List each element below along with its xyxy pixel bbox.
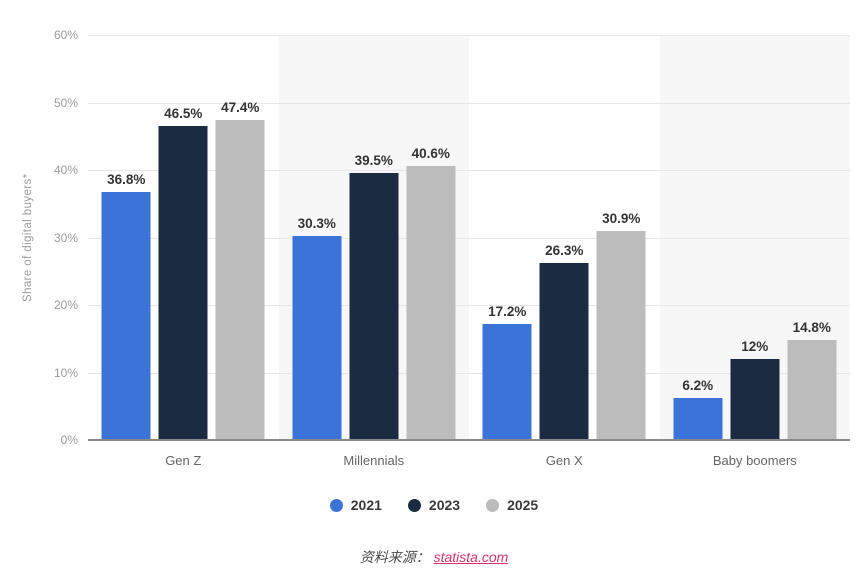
legend-label: 2023 <box>428 497 461 513</box>
bar-2021-gen-x: 17.2% <box>482 304 532 440</box>
legend-dot-icon <box>486 498 500 512</box>
legend-item-2023: 2023 <box>407 497 461 513</box>
y-axis-tick-label: 50% <box>53 95 78 110</box>
bar-2021-gen-z: 36.8% <box>101 172 151 440</box>
x-axis-label: Baby boomers <box>712 453 797 468</box>
bar-2021-baby-boomers: 6.2% <box>673 378 723 440</box>
y-axis: 0% 10% 20% 30% 40% 50% 60% <box>0 28 78 447</box>
bar-group: 30.3% 39.5% 40.6% <box>292 146 456 440</box>
bar-value-label: 14.8% <box>792 320 831 336</box>
bar-2023-gen-x: 26.3% <box>539 243 589 440</box>
bar-value-label: 36.8% <box>107 171 146 187</box>
legend-label: 2025 <box>507 497 539 513</box>
bar-value-label: 30.9% <box>602 211 641 227</box>
bar-value-label: 30.3% <box>297 215 336 231</box>
y-axis-tick-label: 60% <box>53 28 78 42</box>
legend-dot-icon <box>407 498 421 512</box>
bar-value-label: 46.5% <box>164 106 203 122</box>
bar-value-label: 26.3% <box>545 242 584 258</box>
y-axis-tick-label: 20% <box>53 298 78 312</box>
source-link[interactable]: statista.com <box>433 549 509 565</box>
gridline <box>88 305 850 306</box>
gridline <box>88 237 850 239</box>
bar-group: 36.8% 46.5% 47.4% <box>101 100 265 440</box>
legend-item-2025: 2025 <box>486 497 538 513</box>
legend-dot-icon <box>329 498 343 512</box>
gridline <box>88 372 850 374</box>
source-caption: 资料来源： statista.com <box>0 547 868 567</box>
x-axis-line <box>88 439 850 441</box>
bar-2023-millennials: 39.5% <box>349 153 399 440</box>
y-axis-tick-label: 40% <box>53 163 78 177</box>
gridline <box>88 102 850 104</box>
plot-area: 36.8% 46.5% 47.4% Gen Z 30.3% 39.5% 40.6% Mille… <box>88 35 850 468</box>
bar-2025-gen-x: 30.9% <box>596 211 646 440</box>
y-axis-tick-label: 10% <box>53 365 78 380</box>
chart-legend: 2021 2023 2025 <box>0 497 868 513</box>
legend-label: 2021 <box>350 497 382 513</box>
bar-2023-baby-boomers: 12% <box>730 339 780 440</box>
bar-group: 17.2% 26.3% 30.9% <box>482 211 646 440</box>
gridline <box>88 35 850 36</box>
plot-band: 17.2% 26.3% 30.9% Gen X <box>469 35 660 468</box>
plot-band: 30.3% 39.5% 40.6% Millennials <box>278 35 469 468</box>
x-axis-label: Millennials <box>343 453 405 468</box>
legend-item-2021: 2021 <box>329 497 382 513</box>
y-axis-tick-label: 0% <box>60 433 78 447</box>
gridline <box>88 170 850 171</box>
bar-group: 6.2% 12% 14.8% <box>673 320 837 440</box>
source-label: 资料来源： <box>359 549 430 565</box>
bar-value-label: 17.2% <box>488 303 527 319</box>
x-axis-label: Gen X <box>545 453 583 468</box>
bar-value-label: 47.4% <box>221 100 260 116</box>
bar-2025-millennials: 40.6% <box>406 146 456 440</box>
x-axis-label: Gen Z <box>165 453 202 468</box>
bar-value-label: 40.6% <box>411 145 450 161</box>
bar-value-label: 12% <box>741 339 769 354</box>
bar-value-label: 39.5% <box>354 153 393 169</box>
y-axis-tick-label: 30% <box>53 230 78 245</box>
bar-2025-gen-z: 47.4% <box>215 100 265 440</box>
bar-2023-gen-z: 46.5% <box>158 106 208 440</box>
bar-2021-millennials: 30.3% <box>292 216 342 440</box>
bar-value-label: 6.2% <box>682 378 714 394</box>
plot-band: 36.8% 46.5% 47.4% Gen Z <box>88 35 279 468</box>
bar-2025-baby-boomers: 14.8% <box>787 320 837 440</box>
